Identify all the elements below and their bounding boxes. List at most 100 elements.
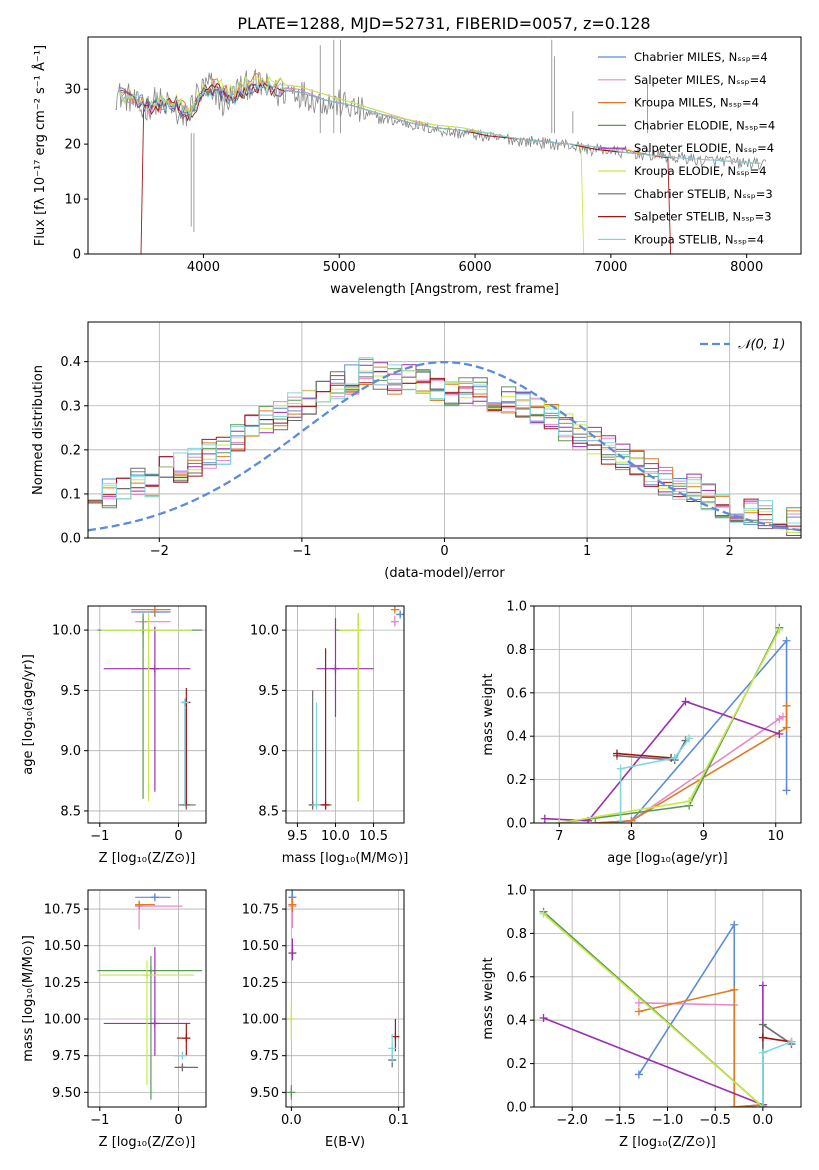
y-tick-label: 10.00 — [242, 1013, 279, 1028]
x-tick-label: −1 — [292, 544, 311, 559]
hist-kroupa_stelib — [88, 357, 801, 524]
x-tick-label: 4000 — [187, 260, 220, 275]
y-tick-label: 10.75 — [242, 903, 279, 918]
errorbar-kroupa_elodie — [287, 1004, 296, 1042]
errorbar-kroupa_stelib — [388, 1033, 397, 1064]
point-marker — [143, 971, 151, 980]
legend-label: Chabrier STELIB, Nₛₛₚ=3 — [634, 187, 773, 201]
weight-marker — [555, 819, 564, 823]
errorbar-kroupa_miles — [288, 897, 297, 912]
weight-marker — [758, 1048, 767, 1057]
x-tick-label: −0.5 — [699, 1113, 731, 1128]
point-marker — [396, 610, 404, 619]
x-axis-label: (data-model)/error — [384, 566, 505, 581]
point-marker — [288, 949, 297, 958]
weight-marker — [758, 981, 767, 990]
weight-marker — [758, 1020, 767, 1029]
weight-marker — [775, 625, 784, 634]
weight-marker — [730, 1103, 739, 1107]
weight-line-kroupa_miles — [595, 705, 788, 823]
errorbar-kroupa_miles — [390, 606, 400, 614]
weight-marker — [681, 697, 690, 706]
weight-line-kroupa_elodie — [543, 913, 764, 1107]
weight-marker — [782, 723, 791, 732]
y-tick-label: 9.75 — [52, 1049, 81, 1064]
panel-mass_vs_Z: −1 0 9.50 9.75 10.00 10.25 10.50 10.75 Z [log₁₀(… — [21, 889, 207, 1150]
x-tick-label: 2 — [726, 544, 734, 559]
weight-marker — [634, 998, 643, 1007]
errorbar-kroupa_miles — [131, 606, 171, 616]
point-marker — [287, 1015, 296, 1024]
weight-marker — [782, 786, 791, 795]
y-tick-label: 9.75 — [250, 1049, 279, 1064]
y-tick-label: 1.0 — [506, 884, 527, 899]
x-axis-label: E(B-V) — [325, 1135, 365, 1150]
errorbar-salpeter_stelib — [176, 1023, 191, 1056]
weight-marker — [540, 814, 549, 823]
weight-marker — [758, 1033, 767, 1042]
y-tick-label: 9.0 — [60, 744, 81, 759]
x-tick-label: 10.0 — [321, 829, 350, 844]
weight-marker — [634, 1007, 643, 1016]
x-tick-label: −1 — [90, 829, 109, 844]
legend-label: Salpeter ELODIE, Nₛₛₚ=4 — [634, 141, 774, 155]
y-tick-label: 0.0 — [506, 1101, 527, 1116]
errorbar-salpeter_elodie — [288, 938, 297, 961]
x-tick-label: 0.0 — [281, 1113, 302, 1128]
x-tick-label: 9 — [699, 829, 707, 844]
plot-area — [287, 890, 400, 1100]
point-marker — [390, 606, 399, 614]
point-marker — [321, 800, 330, 809]
point-marker — [331, 664, 340, 673]
y-tick-label: 9.5 — [60, 684, 81, 699]
x-tick-label: 0 — [174, 1113, 182, 1128]
errorbar-kroupa_miles — [135, 900, 155, 909]
point-marker — [180, 698, 189, 707]
weight-marker — [685, 734, 694, 743]
weight-marker — [627, 816, 636, 823]
x-axis-label: mass [log₁₀(M/M⊙)] — [282, 851, 409, 866]
weight-marker — [634, 1070, 643, 1079]
weight-line-kroupa_miles — [638, 988, 763, 1107]
x-tick-label: −2.0 — [556, 1113, 588, 1128]
x-tick-label: 0 — [440, 544, 448, 559]
panel-mass_vs_ebv: 0.0 0.1 9.50 9.75 10.00 10.25 10.50 10.75 E(B-V) — [242, 889, 409, 1150]
errorbar-salpeter_elodie — [103, 626, 191, 792]
x-tick-label: 0.0 — [753, 1113, 774, 1128]
y-tick-label: 10 — [64, 193, 81, 208]
panel-residual_hist: 𝒩(0, 1) −2 −1 0 1 2 0.0 0.1 0.2 0.3 0.4 (data-model… — [31, 321, 802, 581]
point-marker — [178, 1063, 187, 1072]
x-axis-label: Z [log₁₀(Z/Z⊙)] — [619, 1135, 716, 1150]
y-tick-label: 9.5 — [258, 684, 279, 699]
point-marker — [182, 1034, 191, 1043]
weight-marker — [758, 1103, 767, 1107]
x-tick-label: −1 — [90, 1113, 109, 1128]
x-tick-label: 10 — [767, 829, 784, 844]
legend-label: Chabrier ELODIE, Nₛₛₚ=4 — [634, 118, 775, 132]
y-tick-label: 10.50 — [44, 939, 81, 954]
x-tick-label: 1 — [583, 544, 591, 559]
y-tick-label: 0.0 — [506, 817, 527, 832]
y-tick-label: 0.4 — [506, 730, 527, 745]
axes-frame — [285, 889, 405, 1108]
y-tick-label: 9.50 — [250, 1086, 279, 1101]
plot-area — [539, 907, 796, 1107]
weight-marker — [787, 1037, 796, 1046]
errorbar-kroupa_stelib — [172, 1051, 187, 1060]
x-tick-label: −2 — [150, 544, 169, 559]
panel-weight_vs_age: 7 8 9 10 0.0 0.2 0.4 0.6 0.8 1.0 age [log₁₀(age/yr… — [481, 600, 802, 866]
errorbar-salpeter_miles — [390, 615, 399, 627]
plot-area — [97, 606, 203, 810]
panel-weight_vs_Z: −2.0 −1.5 −1.0 −0.5 0.0 0.0 0.2 0.4 0.6 0.8 1.0 Z [… — [481, 884, 802, 1150]
errorbar-chabrier_miles — [396, 610, 404, 619]
errorbar-chabrier_stelib — [174, 1063, 199, 1072]
errorbar-chabrier_miles — [135, 893, 171, 902]
weight-marker — [730, 985, 739, 994]
x-tick-label: 5000 — [323, 260, 356, 275]
legend-label: Salpeter STELIB, Nₛₛₚ=3 — [634, 210, 772, 224]
y-tick-label: 0.6 — [506, 686, 527, 701]
legend: Chabrier MILES, Nₛₛₚ=4 Salpeter MILES, Nₛ… — [598, 50, 775, 246]
weight-line-salpeter_stelib — [616, 752, 672, 759]
x-tick-label: 0.1 — [388, 1113, 409, 1128]
